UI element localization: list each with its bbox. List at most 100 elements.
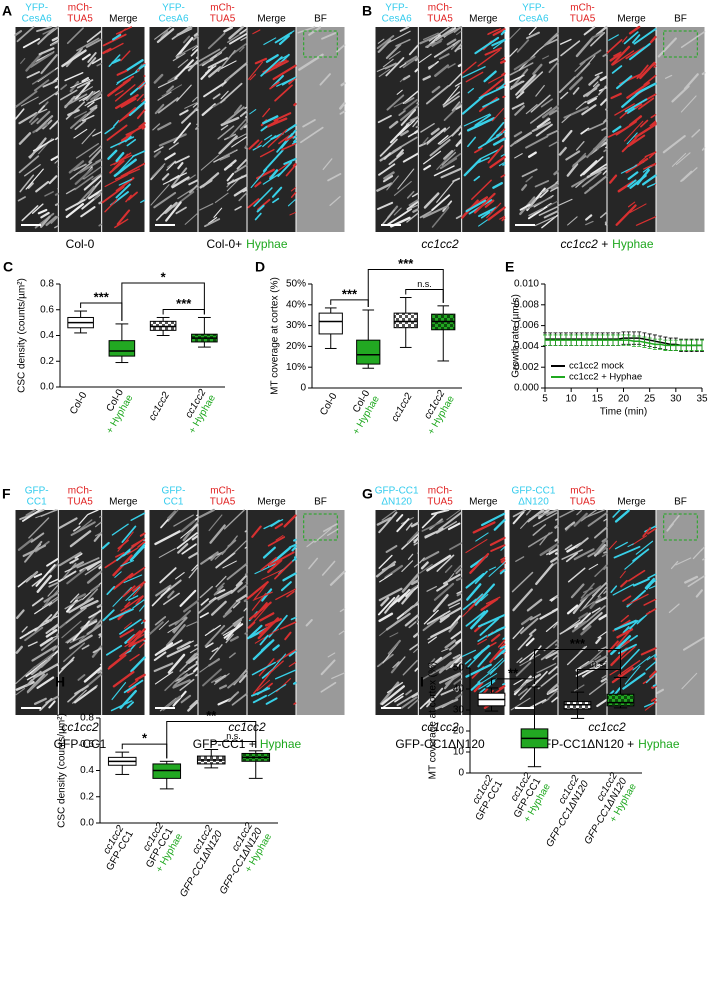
micrograph-texture [519,203,531,211]
micrograph-texture [194,643,199,647]
micrograph-texture [675,557,692,566]
micrograph-texture [387,30,411,44]
micrograph-texture [405,116,419,126]
micrograph-texture [579,585,602,602]
micrograph-texture [434,27,454,42]
micrograph-texture [407,204,419,211]
y-axis-label: MT coverage at cortex (%) [428,662,439,780]
micrograph-texture [478,677,498,690]
micrograph-texture [274,560,293,580]
micrograph-texture [480,78,504,98]
micrograph-texture [235,574,248,587]
micrograph-texture [254,563,277,575]
micrograph-texture [588,680,608,696]
micrograph-texture [609,668,620,676]
micrograph-texture [455,693,463,700]
micrograph-texture [132,581,146,592]
micrograph-texture [262,135,277,148]
micrograph-texture [401,589,415,605]
micrograph-texture [495,626,504,632]
micrograph-texture [268,551,295,567]
micrograph-texture [515,74,536,96]
panel-letter: E [505,259,514,275]
micrograph-texture [123,622,133,629]
micrograph-texture [652,63,657,67]
micrograph-texture [292,135,297,139]
micrograph-texture [382,209,395,225]
micrograph-texture [604,660,608,663]
micrograph-texture [598,85,608,96]
micrograph-texture [558,76,577,94]
caption: cc1cc2 [588,720,626,734]
channel-label: CC1 [27,497,47,508]
micrograph-texture [64,567,73,573]
micrograph-texture [114,218,129,229]
micrograph-texture [691,129,701,138]
micrograph-texture [423,150,442,165]
caption-text: cc1cc2 [421,237,459,251]
channel-label: YFP- [25,3,48,14]
micrograph-texture [222,609,233,618]
caption-text: GFP-CC1 + [193,737,256,751]
micrograph-texture [259,612,275,622]
micrograph-texture [599,211,608,219]
micrograph-texture [464,658,472,665]
micrograph-texture [234,205,242,211]
caption: GFP-CC1 + Hyphae [193,737,302,751]
channel-label: Merge [469,497,498,508]
micrograph-texture [502,637,506,640]
micrograph-texture [392,661,400,669]
micrograph-texture [478,680,496,695]
micrograph-texture [20,57,26,64]
micrograph-texture [525,103,538,115]
micrograph-texture [111,682,127,701]
micrograph-texture [265,119,279,129]
channel-label: CesA6 [382,14,412,25]
micrograph-texture [75,593,87,600]
micrograph-texture [530,94,551,113]
micrograph-texture [213,207,223,218]
micrograph-texture [402,90,419,104]
micrograph-texture [223,159,237,171]
micrograph-texture [412,208,420,213]
y-tick-label: 50 [453,663,465,674]
micrograph-texture [293,702,297,705]
micrograph-texture [465,663,492,678]
micrograph-texture [543,210,559,219]
micrograph-texture [438,53,450,60]
category-label: cc1cc2 [147,390,172,423]
micrograph-texture [575,100,587,110]
micrograph-texture [268,660,284,674]
micrograph-texture [402,74,411,81]
micrograph-texture [528,26,537,36]
caption: Col-0 [66,237,95,251]
micrograph-texture [593,543,607,557]
micrograph-texture [436,554,455,572]
micrograph-texture [484,121,505,145]
micrograph-texture [512,588,533,612]
micrograph-texture [222,560,237,569]
micrograph-texture [584,648,604,667]
micrograph-texture [657,37,677,58]
micrograph-texture [200,598,210,606]
panel-letter: F [2,486,11,502]
micrograph-texture [601,127,608,131]
y-tick-label: 0.8 [80,713,94,724]
micrograph-texture [140,199,146,203]
micrograph-texture [548,665,559,675]
micrograph-texture [612,50,635,66]
micrograph-texture [436,149,456,171]
micrograph-texture [21,205,39,222]
micrograph-texture [331,672,346,680]
micrograph-texture [400,108,417,126]
micrograph-texture [525,637,535,647]
micrograph-texture [42,26,59,35]
micrograph-texture [227,174,248,185]
micrograph-texture [566,162,579,177]
micrograph-texture [536,662,557,674]
micrograph-texture [584,175,608,195]
y-tick-label: 0.6 [40,304,54,315]
micrograph-texture [577,620,587,628]
micrograph-texture [378,554,393,569]
micrograph-texture [500,153,506,157]
